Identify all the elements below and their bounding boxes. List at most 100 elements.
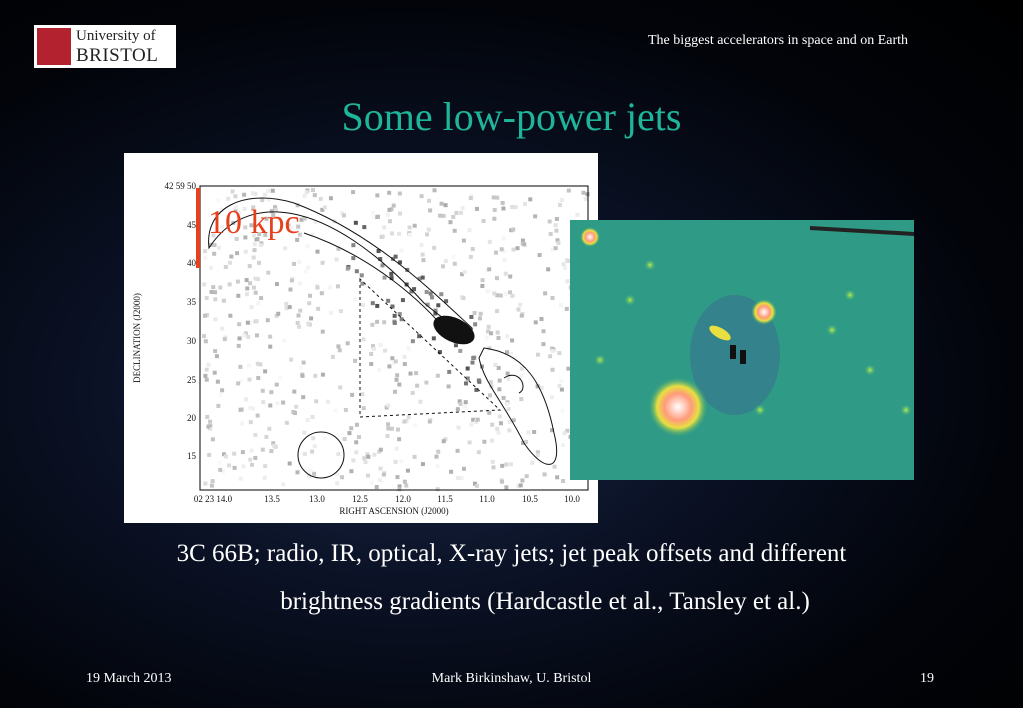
noise-pixel bbox=[539, 316, 544, 321]
ir-image bbox=[570, 220, 914, 480]
noise-pixel bbox=[485, 289, 490, 294]
noise-pixel bbox=[499, 247, 504, 252]
noise-pixel bbox=[501, 395, 506, 400]
noise-pixel bbox=[366, 454, 371, 459]
noise-pixel bbox=[397, 260, 402, 265]
noise-pixel bbox=[505, 371, 510, 376]
noise-pixel bbox=[203, 481, 208, 486]
noise-pixel bbox=[335, 472, 340, 477]
noise-pixel bbox=[581, 190, 586, 195]
noise-pixel bbox=[426, 227, 431, 232]
noise-pixel bbox=[213, 297, 218, 302]
noise-pixel bbox=[310, 232, 315, 237]
noise-pixel bbox=[554, 228, 559, 233]
noise-pixel bbox=[203, 256, 208, 261]
noise-pixel bbox=[412, 287, 417, 292]
noise-pixel bbox=[474, 483, 479, 488]
noise-pixel bbox=[476, 378, 481, 383]
noise-pixel bbox=[402, 419, 407, 424]
noise-pixel bbox=[470, 360, 475, 365]
noise-pixel bbox=[555, 238, 560, 243]
noise-pixel bbox=[341, 236, 346, 241]
noise-pixel bbox=[406, 346, 411, 351]
noise-pixel bbox=[289, 278, 294, 283]
noise-pixel bbox=[501, 236, 506, 241]
noise-pixel bbox=[236, 343, 241, 348]
noise-pixel bbox=[458, 401, 463, 406]
noise-pixel bbox=[351, 243, 356, 248]
noise-pixel bbox=[305, 417, 310, 422]
noise-pixel bbox=[397, 312, 402, 317]
y-tick-label: 42 59 50 bbox=[165, 181, 197, 191]
noise-pixel bbox=[243, 249, 248, 254]
noise-pixel bbox=[509, 228, 514, 233]
noise-pixel bbox=[461, 466, 466, 471]
noise-pixel bbox=[386, 426, 391, 431]
noise-pixel bbox=[322, 205, 327, 210]
noise-pixel bbox=[503, 271, 508, 276]
noise-pixel bbox=[294, 404, 299, 409]
noise-pixel bbox=[362, 225, 367, 230]
noise-pixel bbox=[386, 403, 391, 408]
noise-pixel bbox=[486, 329, 491, 334]
noise-pixel bbox=[341, 213, 346, 218]
noise-pixel bbox=[463, 400, 468, 405]
noise-pixel bbox=[256, 301, 261, 306]
noise-pixel bbox=[410, 390, 415, 395]
noise-pixel bbox=[453, 343, 458, 348]
noise-pixel bbox=[251, 285, 256, 290]
noise-pixel bbox=[202, 334, 207, 339]
noise-pixel bbox=[354, 450, 359, 455]
noise-pixel bbox=[492, 291, 497, 296]
noise-pixel bbox=[375, 319, 380, 324]
noise-pixel bbox=[240, 450, 245, 455]
noise-pixel bbox=[530, 460, 535, 465]
noise-pixel bbox=[455, 448, 460, 453]
noise-pixel bbox=[522, 202, 527, 207]
noise-pixel bbox=[503, 291, 508, 296]
noise-pixel bbox=[543, 291, 548, 296]
noise-pixel bbox=[383, 348, 388, 353]
noise-pixel bbox=[230, 189, 235, 194]
noise-pixel bbox=[443, 259, 448, 264]
noise-pixel bbox=[397, 487, 402, 492]
noise-pixel bbox=[382, 275, 387, 280]
noise-pixel bbox=[271, 213, 276, 217]
noise-pixel bbox=[253, 455, 258, 460]
footer-page: 19 bbox=[920, 671, 934, 686]
noise-pixel bbox=[493, 362, 498, 367]
noise-pixel bbox=[281, 400, 286, 405]
noise-pixel bbox=[303, 269, 308, 274]
noise-pixel bbox=[389, 207, 394, 212]
noise-pixel bbox=[389, 271, 394, 276]
noise-pixel bbox=[557, 351, 562, 356]
noise-pixel bbox=[465, 366, 470, 371]
noise-pixel bbox=[260, 447, 265, 452]
noise-pixel bbox=[292, 389, 297, 394]
noise-pixel bbox=[263, 369, 268, 374]
noise-pixel bbox=[424, 290, 429, 295]
noise-pixel bbox=[539, 385, 544, 390]
radio-xray-figure: 10 kpc 42 59 50 45 40 35 30 25 20 15 02 … bbox=[124, 153, 598, 523]
noise-pixel bbox=[535, 384, 540, 389]
noise-pixel bbox=[464, 381, 469, 386]
noise-pixel bbox=[425, 232, 430, 237]
noise-pixel bbox=[378, 466, 383, 471]
noise-pixel bbox=[385, 433, 390, 438]
noise-pixel bbox=[354, 422, 359, 427]
noise-pixel bbox=[507, 419, 512, 424]
noise-pixel bbox=[558, 203, 563, 208]
noise-pixel bbox=[428, 291, 433, 296]
noise-pixel bbox=[310, 188, 315, 193]
noise-pixel bbox=[351, 458, 356, 463]
noise-pixel bbox=[315, 285, 320, 290]
noise-pixel bbox=[575, 212, 580, 217]
noise-pixel bbox=[385, 422, 390, 427]
noise-pixel bbox=[378, 256, 383, 261]
noise-pixel bbox=[487, 346, 492, 351]
noise-pixel bbox=[392, 389, 397, 394]
noise-pixel bbox=[541, 329, 546, 334]
noise-pixel bbox=[559, 198, 564, 203]
noise-pixel bbox=[312, 471, 317, 476]
